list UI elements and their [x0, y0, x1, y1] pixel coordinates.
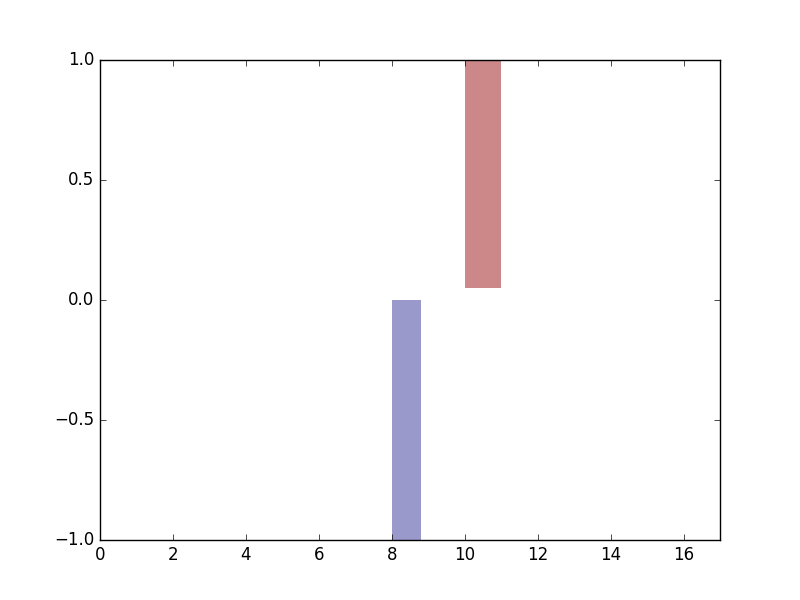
- Bar: [392, 300, 421, 540]
- Bar: [465, 60, 501, 288]
